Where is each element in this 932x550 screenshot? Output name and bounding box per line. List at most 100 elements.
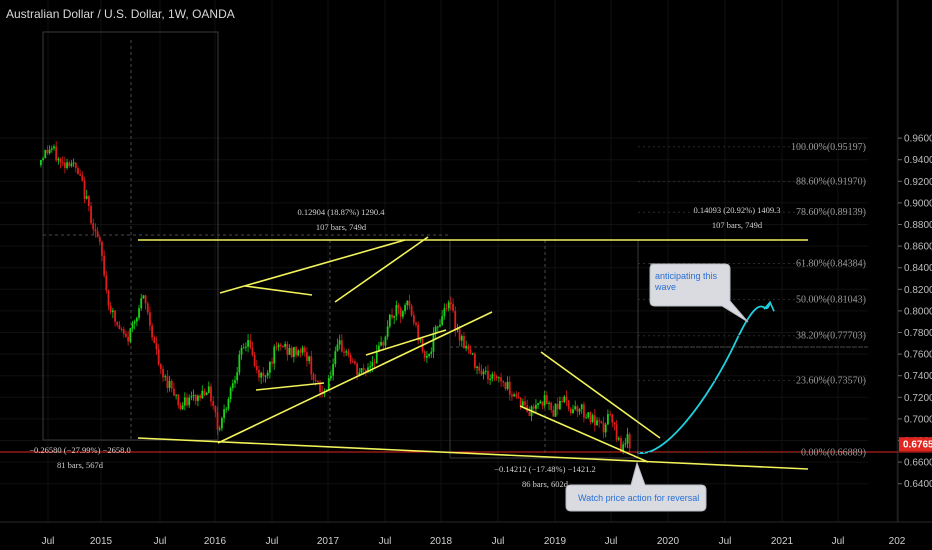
candle-body [197,395,199,401]
candle-body [349,355,352,362]
candle-body [356,363,359,375]
falling-wedge-upper-line[interactable] [540,351,661,439]
candle-body [430,351,433,354]
candle-body [624,443,627,445]
candle-body [59,158,62,163]
candle-body [236,372,239,381]
candle-body [521,401,524,406]
candle-body [216,412,219,430]
callout-anticipating-box [649,263,749,323]
candle-body [81,175,84,181]
candle-body [380,342,382,346]
candle-body [583,404,585,418]
fib-level-label: 88.60%(0.91970) [796,177,866,188]
candle-body [271,361,273,364]
candle-body [559,401,561,410]
lower-support-line[interactable] [137,437,809,470]
measurement-labels: 0.12904 (18.87%) 1290.4 107 bars, 749d 0.1… [29,205,780,489]
candle-body [85,196,88,199]
measurement-value: 0.12904 (18.87%) 1290.4 [297,207,385,217]
projection-curve[interactable] [637,300,775,454]
measurement-value: −0.26580 (−27.99%) −2658.0 [29,445,131,455]
candle-body [173,388,175,396]
candle-body [508,381,511,395]
candle-body [242,347,245,349]
projection-arrowhead [763,300,775,312]
channel-resistance-line[interactable] [219,239,406,294]
candle-body [386,326,389,337]
time-tick-label: Jul [266,536,279,547]
candle-body [410,305,413,316]
candle-body [125,333,127,337]
candle-body [567,400,570,409]
trendlines[interactable] [137,236,809,470]
fib-level-label: 38.20%(0.77703) [796,331,866,342]
candle-body [192,395,195,397]
candle-body [515,394,518,397]
candle-body [46,149,49,154]
current-price-tag [899,437,932,452]
candle-body [111,310,114,313]
rising-wedge-line[interactable] [334,236,429,303]
time-tick-label: 2020 [657,536,680,547]
falling-wedge-lower-line[interactable] [519,405,649,463]
candle-body [460,336,463,341]
candle-body [364,369,367,372]
triangle-upper-line[interactable] [244,285,313,296]
candle-body [98,237,101,242]
candle-body [229,388,232,400]
candle-body [362,368,365,370]
candle-body [188,397,191,406]
candle-body [399,308,402,317]
candle-body [340,340,343,352]
candle-body [493,374,496,376]
candle-body [122,329,125,334]
callout-watch-text: Watch price action for reversal [578,493,699,503]
candle-body [347,351,350,356]
rising-wedge-lower-line[interactable] [365,329,447,356]
candle-body [70,163,73,167]
candle-body [428,353,430,356]
candle-body [201,390,204,399]
candle-body [290,347,293,357]
candle-body [116,321,119,325]
candle-body [153,337,156,343]
candle-body [53,146,55,149]
candle-body [48,149,51,154]
candle-body [319,382,321,393]
candle-body [434,326,437,334]
triangle-lower-line[interactable] [255,382,325,391]
candle-body [371,362,374,367]
candle-body [578,409,581,412]
candle-body [316,381,319,383]
candle-body [131,323,134,329]
time-axis[interactable]: Jul 2015 Jul 2016 Jul 2017 Jul 2018 Jul 2019 Jul 20… [0,521,932,547]
candle-body [221,418,223,429]
candle-body [548,402,550,405]
candle-body [138,308,140,318]
candle-body [375,350,378,364]
candle-body [487,370,489,380]
candle-body [393,315,396,318]
candle-body [469,349,472,354]
candle-body [369,366,372,368]
candle-body [465,345,468,349]
candle-body [611,414,614,423]
candle-body [491,374,494,379]
channel-support-line[interactable] [217,311,493,444]
fibonacci-levels: 100.00%(0.95197) 88.60%(0.91970) 78.60%(0.… [638,142,868,458]
candle-body [144,295,147,304]
candle-body [166,376,169,388]
measurement-value: −0.14212 (−17.48%) −1421.2 [494,464,596,474]
candle-body [497,377,500,379]
candle-body [419,338,422,341]
time-tick-label: 2015 [90,536,113,547]
candle-body [617,438,620,440]
candle-body [96,231,99,238]
candle-body [334,351,337,365]
